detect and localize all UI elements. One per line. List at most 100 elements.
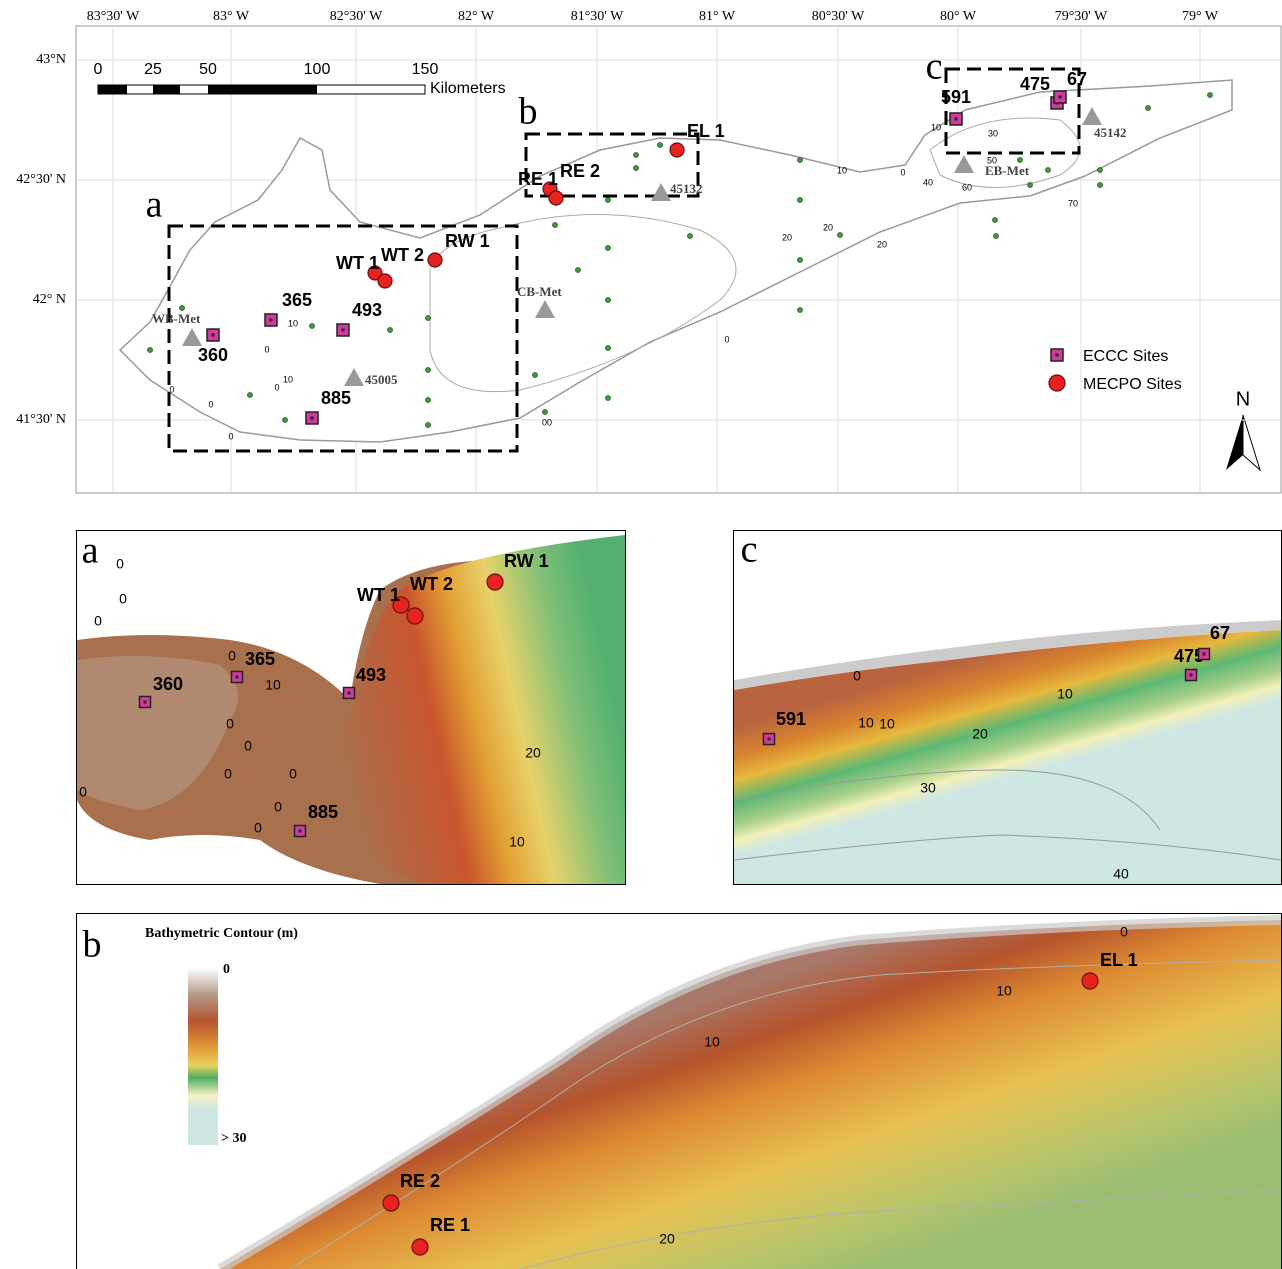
contour-label: 0 (264, 344, 269, 354)
sampling-dot (552, 222, 557, 227)
scale-tick: 150 (412, 61, 439, 78)
mecpo-marker (383, 1195, 399, 1211)
figure: 83°30' W83° W82°30' W82° W81°30' W81° W8… (0, 0, 1282, 1269)
contour-label: 0 (208, 399, 213, 409)
site-label: 591 (941, 87, 971, 107)
sampling-dot (605, 345, 610, 350)
sampling-dot (605, 297, 610, 302)
legend-max: > 30 (221, 1131, 246, 1146)
contour-label: 10 (283, 374, 293, 384)
contour-label: 0 (244, 738, 252, 754)
sampling-dot (575, 267, 580, 272)
contour-label: 20 (877, 239, 887, 249)
sampling-dot (1097, 167, 1102, 172)
contour-label: 0 (116, 556, 124, 572)
sampling-dot (605, 395, 610, 400)
eccc-marker-dot (1059, 96, 1062, 99)
sampling-dot (425, 315, 430, 320)
contour-label: 10 (265, 677, 281, 693)
mecpo-marker (407, 608, 423, 624)
inset-label: a (146, 184, 163, 226)
mecpo-marker (412, 1239, 428, 1255)
site-label: 360 (198, 345, 228, 365)
sampling-dot (837, 232, 842, 237)
eccc-marker-dot (348, 692, 351, 695)
met-label: 45142 (1094, 125, 1127, 140)
legend-title: Bathymetric Contour (m) (145, 926, 298, 941)
inset-label: b (519, 91, 538, 133)
site-label: EL 1 (687, 121, 725, 141)
sampling-dot (687, 233, 692, 238)
lon-label: 79° W (1182, 9, 1219, 24)
eccc-marker-dot (212, 334, 215, 337)
site-label: 360 (153, 674, 183, 694)
lon-label: 83°30' W (87, 9, 140, 24)
scale-unit: Kilometers (430, 80, 506, 97)
contour-label: 70 (1068, 198, 1078, 208)
contour-label: 0 (79, 784, 87, 800)
contour-label: 0 (224, 766, 232, 782)
mecpo-marker (1049, 375, 1065, 391)
contour-label: 30 (920, 780, 936, 796)
site-label: RE 2 (560, 161, 600, 181)
site-label: 365 (282, 290, 312, 310)
sampling-dot (1017, 157, 1022, 162)
contour-label: 0 (289, 766, 297, 782)
site-label: 67 (1210, 623, 1230, 643)
sampling-dot (425, 422, 430, 427)
eccc-marker-dot (1203, 653, 1206, 656)
sampling-dot (657, 142, 662, 147)
north-label: N (1236, 388, 1250, 410)
site-label: 493 (356, 665, 386, 685)
site-label: 365 (245, 649, 275, 669)
contour-label: 0 (853, 668, 861, 684)
contour-label: 10 (509, 834, 525, 850)
eccc-marker-dot (311, 417, 314, 420)
eccc-marker-dot (1190, 674, 1193, 677)
sampling-dot (605, 245, 610, 250)
site-label: RE 2 (400, 1171, 440, 1191)
contour-label: 10 (1057, 686, 1073, 702)
contour-label: 0 (226, 716, 234, 732)
panel-a-map (77, 531, 625, 884)
sampling-dot (797, 307, 802, 312)
sampling-dot (425, 367, 430, 372)
sampling-dot (633, 152, 638, 157)
site-label: 67 (1067, 69, 1087, 89)
contour-label: 0 (228, 431, 233, 441)
sampling-dot (532, 372, 537, 377)
lat-label: 42°30' N (16, 172, 66, 187)
site-label: RW 1 (504, 551, 549, 571)
lon-label: 81° W (699, 9, 736, 24)
lon-label: 83° W (213, 9, 250, 24)
eccc-marker-dot (270, 319, 273, 322)
panel-c-map (734, 531, 1281, 884)
sampling-dot (1045, 167, 1050, 172)
sampling-dot (797, 197, 802, 202)
sampling-dot (1145, 105, 1150, 110)
eccc-marker-dot (236, 676, 239, 679)
site-label: RE 1 (518, 169, 558, 189)
scale-bar-segment (208, 85, 317, 94)
eccc-marker-dot (1056, 354, 1059, 357)
sampling-dot (147, 347, 152, 352)
scale-tick: 25 (144, 61, 162, 78)
sampling-dot (633, 165, 638, 170)
contour-label: 20 (525, 745, 541, 761)
sampling-dot (387, 327, 392, 332)
panel-label: c (741, 529, 758, 571)
lat-label: 41°30' N (16, 412, 66, 427)
eccc-marker-dot (342, 329, 345, 332)
sampling-dot (425, 397, 430, 402)
contour-label: 0 (900, 167, 905, 177)
lat-label: 42° N (33, 292, 66, 307)
site-label: WT 2 (381, 245, 424, 265)
site-label: 885 (321, 388, 351, 408)
sampling-dot (993, 233, 998, 238)
legend-min: 0 (223, 962, 230, 977)
scale-tick: 100 (304, 61, 331, 78)
scale-tick: 50 (199, 61, 217, 78)
mecpo-marker (487, 574, 503, 590)
lon-label: 82°30' W (330, 9, 383, 24)
eccc-marker-dot (768, 738, 771, 741)
